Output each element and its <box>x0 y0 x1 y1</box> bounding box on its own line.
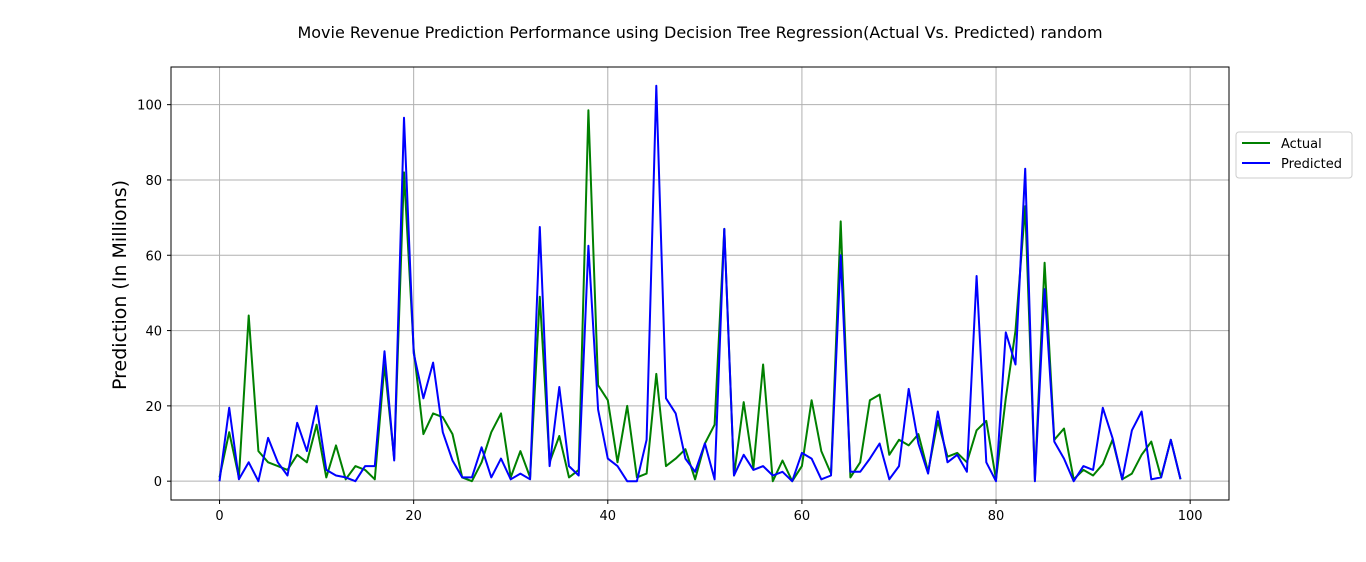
chart-title: Movie Revenue Prediction Performance usi… <box>297 23 1102 42</box>
x-tick-label: 40 <box>600 509 617 524</box>
x-tick-label: 80 <box>988 509 1005 524</box>
legend: Actual Predicted <box>1235 131 1353 179</box>
y-tick-label: 100 <box>137 99 162 114</box>
plot-area-frame <box>170 66 1230 501</box>
legend-label-predicted: Predicted <box>1281 157 1342 172</box>
y-tick-label: 40 <box>145 325 162 340</box>
legend-label-actual: Actual <box>1281 137 1322 152</box>
x-tick-label: 100 <box>1178 509 1203 524</box>
y-axis: 0 20 40 60 80 100 <box>137 99 171 490</box>
x-tick-label: 0 <box>215 509 223 524</box>
x-tick-label: 60 <box>794 509 811 524</box>
series-line-predicted <box>218 84 1182 483</box>
y-tick-label: 60 <box>145 249 162 264</box>
y-axis-label: Prediction (In Millions) <box>109 180 131 390</box>
x-axis: 0 20 40 60 80 100 <box>215 500 1203 524</box>
series-lines <box>218 84 1182 483</box>
y-tick-label: 0 <box>154 475 162 490</box>
y-tick-label: 80 <box>145 174 162 189</box>
x-tick-label: 20 <box>405 509 422 524</box>
y-tick-label: 20 <box>145 400 162 415</box>
grid <box>171 67 1229 500</box>
series-line-actual <box>218 109 1182 483</box>
